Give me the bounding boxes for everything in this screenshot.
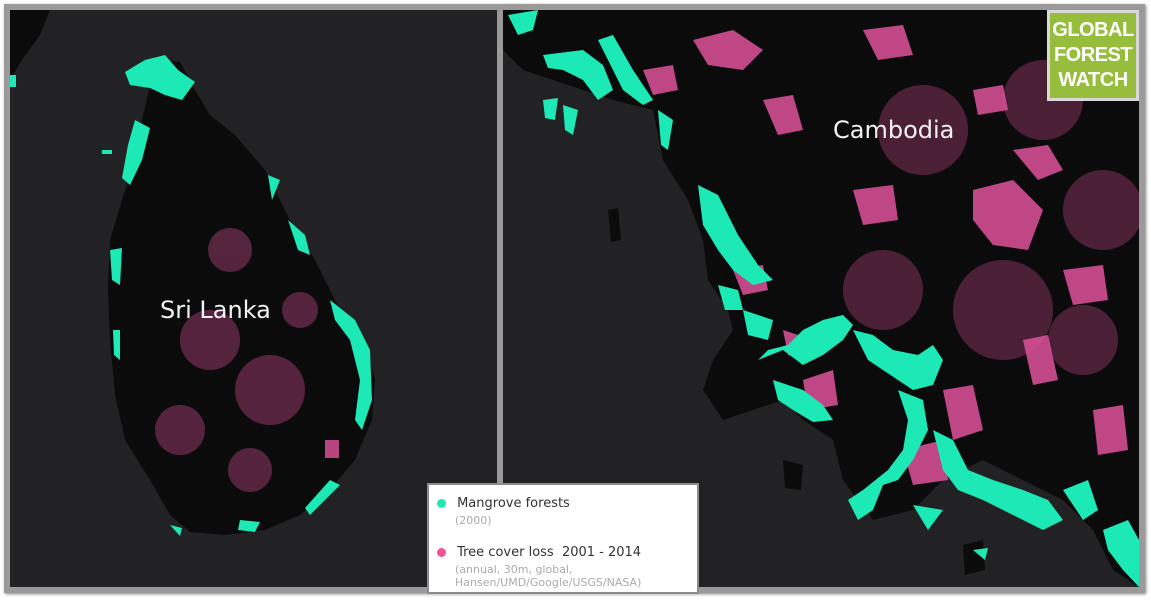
logo-line: GLOBAL	[1052, 19, 1134, 41]
sri-lanka-map	[10, 10, 375, 536]
legend-label: Tree cover loss 2001 - 2014	[457, 545, 642, 560]
sri-lanka-landmass	[108, 60, 375, 535]
mangrove-areas-sri-lanka	[10, 55, 372, 536]
legend-detail: Hansen/UMD/Google/USGS/NASA)	[455, 576, 642, 589]
mangrove-swatch-icon	[437, 499, 446, 508]
legend-item-tree-cover-loss: Tree cover loss 2001 - 2014	[437, 542, 641, 561]
legend-item-mangrove: Mangrove forests	[437, 493, 570, 512]
cambodia-map	[503, 10, 1139, 587]
tree-loss-swatch-icon	[437, 548, 446, 557]
global-forest-watch-logo: GLOBAL FOREST WATCH	[1047, 10, 1139, 101]
island	[783, 460, 803, 490]
place-label-sri-lanka: Sri Lanka	[160, 296, 271, 324]
logo-line: WATCH	[1058, 69, 1128, 91]
island	[608, 208, 621, 242]
map-panel-sri-lanka[interactable]: Sri Lanka	[10, 10, 497, 587]
legend-label: Mangrove forests	[457, 496, 570, 511]
mangrove-areas-cambodia	[508, 10, 1139, 587]
legend-detail: (2000)	[455, 514, 492, 527]
loss-texture-sri-lanka	[155, 228, 318, 492]
island	[963, 540, 985, 575]
loss-patch	[325, 440, 339, 458]
legend-detail: (annual, 30m, global,	[455, 563, 573, 576]
map-panel-cambodia[interactable]: Cambodia GLOBAL FOREST WATCH	[503, 10, 1139, 587]
map-frame: Sri Lanka	[4, 4, 1145, 594]
cambodia-landmass	[503, 10, 1139, 587]
place-label-cambodia: Cambodia	[833, 116, 955, 144]
india-coastline	[10, 10, 50, 80]
map-legend: Mangrove forests (2000) Tree cover loss …	[427, 483, 699, 594]
loss-areas-cambodia	[643, 25, 1128, 485]
logo-line: FOREST	[1053, 44, 1133, 66]
